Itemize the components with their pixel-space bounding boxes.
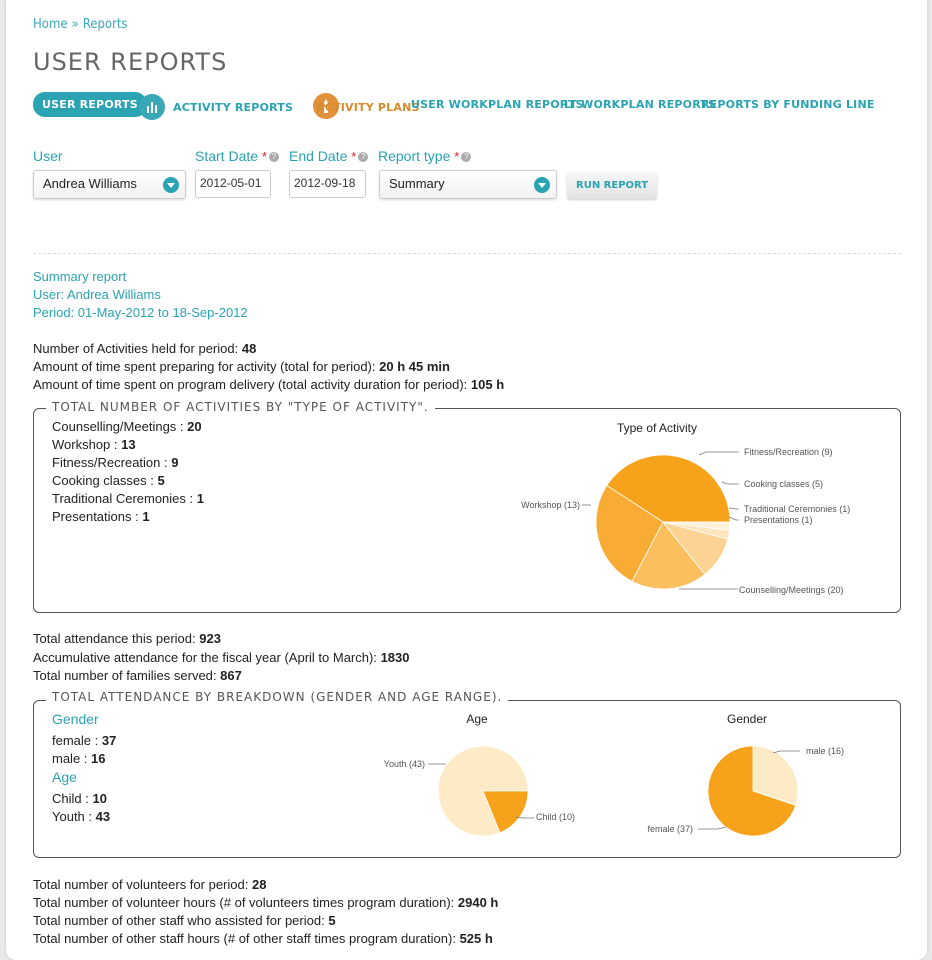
report-type-select[interactable]: Summary — [379, 170, 557, 199]
tab-activity-reports[interactable]: ACTIVITY REPORTS — [173, 101, 294, 114]
slice-label: female (37) — [647, 824, 693, 834]
stat-accumulative: Accumulative attendance for the fiscal y… — [33, 650, 410, 665]
tab-reports-by-funding-line[interactable]: REPORTS BY FUNDING LINE — [701, 98, 875, 111]
summary-period: Period: 01-May-2012 to 18-Sep-2012 — [33, 305, 248, 320]
slice-label: Presentations (1) — [744, 515, 813, 525]
list-item: Child : 10 — [52, 791, 107, 806]
user-select[interactable]: Andrea Williams — [33, 170, 186, 199]
slice-label: Counselling/Meetings (20) — [739, 585, 844, 595]
list-item: female : 37 — [52, 733, 117, 748]
slice-label: Fitness/Recreation (9) — [744, 447, 833, 457]
run-report-button[interactable]: RUN REPORT — [567, 172, 658, 199]
stat-volunteer-hours: Total number of volunteer hours (# of vo… — [33, 895, 499, 910]
activity-type-pie-chart: Type of Activity Counselling/Meetings (2… — [521, 421, 850, 595]
chevron-down-icon — [534, 177, 550, 193]
stat-volunteers: Total number of volunteers for period: 2… — [33, 877, 267, 892]
slice-label: Cooking classes (5) — [744, 479, 823, 489]
end-date-input[interactable]: 2012-09-18 — [289, 170, 366, 198]
help-icon[interactable]: ? — [461, 152, 472, 163]
pie-slice-fitness-recreation — [631, 521, 706, 590]
list-item: Cooking classes : 5 — [52, 473, 165, 488]
leader-line — [515, 816, 534, 819]
list-item: Fitness/Recreation : 9 — [52, 455, 179, 470]
tab-activity-plans[interactable]: ACTIVITY PLANS — [316, 101, 420, 114]
leader-line — [698, 451, 739, 456]
attendance-list: Gender female : 37 male : 16 Age Child :… — [52, 710, 116, 826]
breadcrumb-separator: » — [71, 17, 79, 32]
chart-title: Gender — [727, 712, 767, 726]
slice-label: Youth (43) — [384, 759, 425, 769]
tab-user-workplan-reports[interactable]: USER WORKPLAN REPORTS — [411, 98, 584, 111]
chevron-down-icon — [163, 177, 179, 193]
pie-slice-female — [707, 745, 797, 837]
leader-line — [772, 750, 800, 754]
page: Home» Reports USER REPORTS USER REPORTS A… — [6, 0, 927, 960]
stat-other-staff-hours: Total number of other staff hours (# of … — [33, 931, 493, 946]
summary-heading: Summary report — [33, 269, 127, 284]
gender-pie-chart: Gender male (16) female (37) — [647, 712, 844, 837]
start-date-label: Start Date *? — [195, 148, 279, 164]
bar-chart-icon[interactable] — [139, 94, 165, 120]
summary-user: User: Andrea Williams — [33, 287, 161, 302]
help-icon[interactable]: ? — [268, 152, 279, 163]
stat-delivery-time: Amount of time spent on program delivery… — [33, 377, 505, 392]
breadcrumb-reports-link[interactable]: Reports — [82, 17, 128, 32]
age-heading: Age — [52, 769, 77, 785]
divider — [33, 253, 901, 254]
leader-line — [698, 826, 727, 830]
age-pie-chart: Age Youth (43) Child (10) — [384, 712, 575, 837]
report-type-value: Summary — [389, 176, 445, 191]
stat-other-staff: Total number of other staff who assisted… — [33, 913, 336, 928]
tab-lt-workplan-reports[interactable]: LT WORKPLAN REPORTS — [564, 98, 717, 111]
list-item: male : 16 — [52, 751, 106, 766]
slice-label: male (16) — [806, 746, 844, 756]
activity-type-legend: TOTAL NUMBER OF ACTIVITIES BY "TYPE OF A… — [46, 400, 435, 414]
stat-activities: Number of Activities held for period: 48 — [33, 341, 257, 356]
help-icon[interactable]: ? — [358, 152, 369, 163]
required-mark: * — [261, 149, 267, 164]
user-label: User — [33, 148, 63, 164]
leader-line — [728, 507, 739, 510]
report-type-label: Report type *? — [378, 148, 472, 164]
pie-slice-presentations — [662, 521, 731, 532]
list-item: Youth : 43 — [52, 809, 111, 824]
end-date-label: End Date *? — [289, 148, 369, 164]
slice-label: Child (10) — [536, 812, 575, 822]
stat-prep-time: Amount of time spent preparing for activ… — [33, 359, 450, 374]
required-mark: * — [351, 149, 357, 164]
pie-slice-male — [752, 745, 799, 806]
stat-attendance: Total attendance this period: 923 — [33, 631, 221, 646]
slice-label: Workshop (13) — [521, 500, 580, 510]
list-item: Traditional Ceremonies : 1 — [52, 491, 204, 506]
chart-title: Age — [466, 712, 488, 726]
pie-slice-workshop — [595, 484, 664, 582]
leader-line — [721, 481, 739, 485]
breadcrumb: Home» Reports — [33, 17, 128, 32]
user-select-value: Andrea Williams — [43, 176, 137, 191]
activity-type-box — [33, 408, 901, 613]
leader-line — [728, 516, 739, 521]
tab-user-reports[interactable]: USER REPORTS — [33, 92, 147, 117]
chart-title: Type of Activity — [617, 421, 697, 435]
pie-slice-child — [482, 790, 529, 834]
gender-heading: Gender — [52, 711, 99, 727]
start-date-input[interactable]: 2012-05-01 — [195, 170, 271, 198]
list-item: Workshop : 13 — [52, 437, 136, 452]
breadcrumb-home-link[interactable]: Home — [33, 17, 68, 32]
slice-label: Traditional Ceremonies (1) — [744, 504, 850, 514]
list-item: Presentations : 1 — [52, 509, 150, 524]
list-item: Counselling/Meetings : 20 — [52, 419, 202, 434]
required-mark: * — [454, 149, 460, 164]
page-title: USER REPORTS — [33, 48, 228, 76]
plan-icon[interactable] — [312, 93, 339, 119]
stat-families: Total number of families served: 867 — [33, 668, 242, 683]
attendance-legend: TOTAL ATTENDANCE BY BREAKDOWN (GENDER AN… — [46, 690, 509, 704]
activity-type-list: Counselling/Meetings : 20 Workshop : 13 … — [52, 418, 204, 526]
